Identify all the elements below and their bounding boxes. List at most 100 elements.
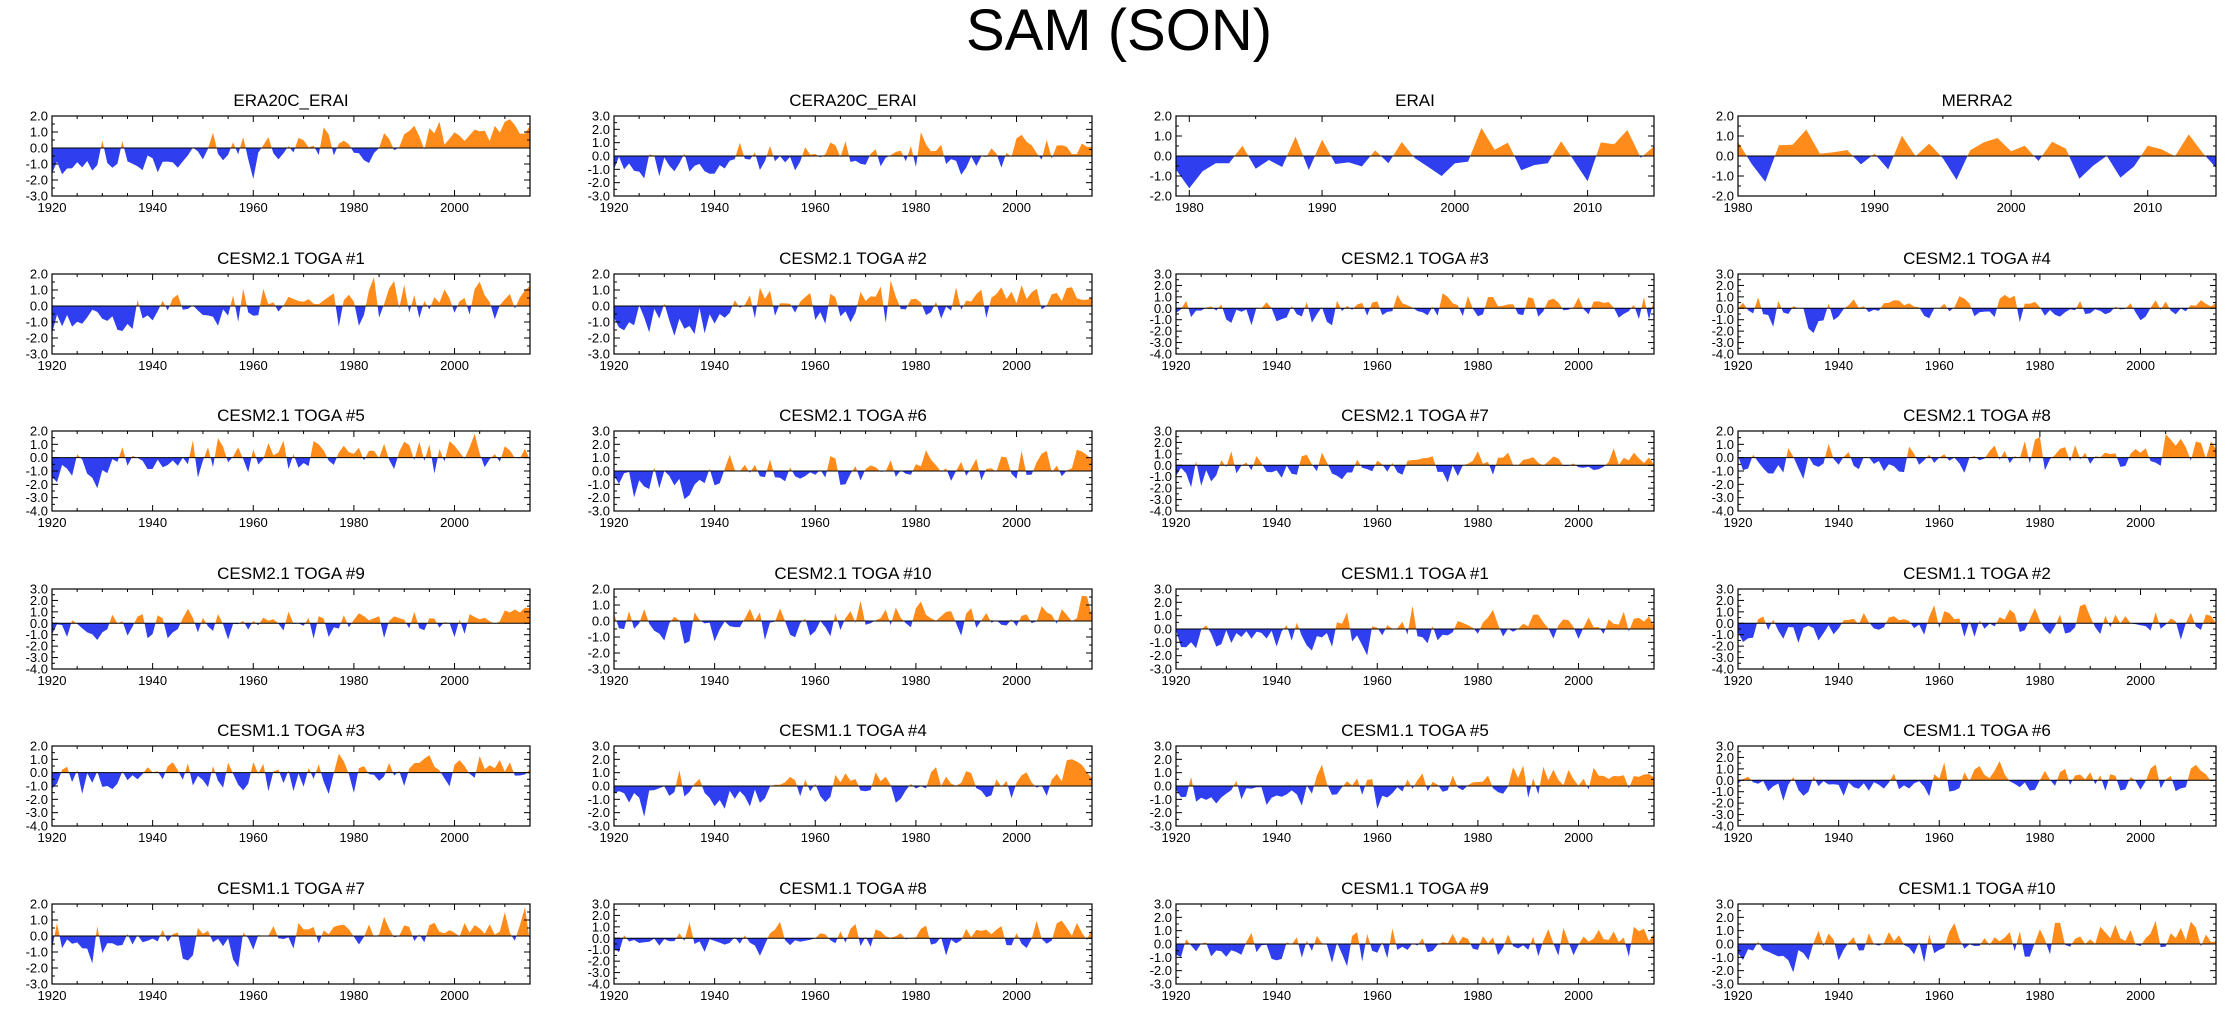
negative-area: [52, 457, 530, 489]
positive-area: [1738, 294, 2216, 309]
positive-area: [623, 920, 1092, 939]
negative-area: [1738, 308, 2189, 333]
x-tick-label: 1960: [801, 515, 830, 530]
y-tick-label: -2.0: [1712, 189, 1734, 204]
x-tick-label: 1960: [239, 515, 268, 530]
y-tick-label: -2.0: [26, 477, 48, 492]
y-tick-label: -2.0: [26, 173, 48, 188]
y-tick-label: 0.0: [30, 141, 48, 156]
chart-panel: CESM1.1 TOGA #7 2.0 1.0 0.0 -1.0 -2.0 -3.0 1920…: [0, 880, 531, 1030]
negative-area: [1738, 623, 2216, 643]
x-tick-label: 2000: [1002, 515, 1031, 530]
y-tick-label: -4.0: [26, 662, 48, 677]
x-tick-label: 1920: [600, 358, 629, 373]
x-tick-label: 1940: [700, 830, 729, 845]
y-tick-label: 1.0: [592, 765, 610, 780]
chart-panel: CESM1.1 TOGA #5 3.0 2.0 1.0 0.0 -1.0 -2.0 -3.0 1…: [1124, 722, 1655, 872]
x-tick-label: 1980: [1463, 988, 1492, 1003]
x-tick-label: 1980: [2025, 830, 2054, 845]
chart-panel: CESM1.1 TOGA #10 3.0 2.0 1.0 0.0 -1.0 -2.0 -3.0…: [1686, 880, 2217, 1030]
y-tick-label: -3.0: [26, 650, 48, 665]
y-tick-label: -1.0: [26, 464, 48, 479]
x-tick-label: 2000: [1002, 988, 1031, 1003]
x-tick-label: 2000: [1564, 988, 1593, 1003]
y-tick-label: 2.0: [1716, 593, 1734, 608]
chart-panel: CESM1.1 TOGA #3 2.0 1.0 0.0 -1.0 -2.0 -3.0 -4.0…: [0, 722, 531, 872]
chart-panel: CESM1.1 TOGA #4 3.0 2.0 1.0 0.0 -1.0 -2.0 -3.0 1…: [562, 722, 1093, 872]
x-tick-label: 1960: [239, 673, 268, 688]
y-tick-label: 1.0: [1716, 923, 1734, 938]
x-tick-label: 1940: [138, 830, 167, 845]
y-tick-label: 2.0: [1154, 752, 1172, 767]
panel-title: ERA20C_ERAI: [233, 91, 349, 110]
y-tick-label: 2.0: [1154, 278, 1172, 293]
y-tick-label: 3.0: [1154, 582, 1172, 597]
x-tick-label: 2000: [1564, 515, 1593, 530]
y-tick-label: 3.0: [1154, 424, 1172, 439]
negative-area: [1176, 308, 1652, 326]
y-tick-label: -1.0: [1150, 469, 1172, 484]
y-tick-label: -2.0: [588, 954, 610, 969]
panel-title: MERRA2: [1941, 91, 2013, 110]
panel-title: CESM1.1 TOGA #8: [779, 879, 927, 898]
plot-frame: [51, 430, 531, 512]
x-tick-label: 1920: [1162, 515, 1191, 530]
y-tick-label: -2.0: [1712, 324, 1734, 339]
x-tick-label: 1940: [138, 673, 167, 688]
y-tick-label: -3.0: [26, 977, 48, 992]
plot-frame: [51, 115, 531, 197]
chart-panel: CESM2.1 TOGA #9 3.0 2.0 1.0 0.0 -1.0 -2.0 -3.0-…: [0, 565, 531, 715]
x-tick-label: 2000: [1564, 673, 1593, 688]
y-tick-label: -2.0: [588, 805, 610, 820]
x-tick-label: 1940: [138, 988, 167, 1003]
y-tick-label: 2.0: [1716, 750, 1734, 765]
x-tick-label: 1980: [1463, 673, 1492, 688]
y-tick-label: -3.0: [588, 189, 610, 204]
y-tick-label: -1.0: [26, 157, 48, 172]
y-tick-label: -3.0: [1712, 807, 1734, 822]
panel-title: CESM1.1 TOGA #6: [1903, 721, 2051, 740]
x-tick-label: 1940: [1824, 988, 1853, 1003]
x-tick-label: 1940: [1824, 830, 1853, 845]
x-tick-label: 1920: [1724, 515, 1753, 530]
y-tick-label: -1.0: [1712, 627, 1734, 642]
x-tick-label: 1960: [801, 358, 830, 373]
y-tick-label: 2.0: [592, 908, 610, 923]
panel-title: CESM2.1 TOGA #10: [774, 564, 932, 583]
y-tick-label: -2.0: [588, 646, 610, 661]
x-tick-label: 1960: [239, 830, 268, 845]
x-tick-label: 1980: [901, 673, 930, 688]
x-tick-label: 1920: [38, 673, 67, 688]
y-tick-label: 1.0: [30, 437, 48, 452]
positive-area: [1738, 129, 2206, 156]
x-tick-label: 1920: [1724, 830, 1753, 845]
y-tick-label: 1.0: [30, 604, 48, 619]
x-tick-label: 1980: [901, 830, 930, 845]
negative-area: [52, 936, 530, 968]
x-tick-label: 1980: [339, 673, 368, 688]
x-tick-label: 2000: [1564, 358, 1593, 373]
y-tick-label: 2.0: [592, 437, 610, 452]
y-tick-label: 0.0: [30, 299, 48, 314]
chart-panel: CESM1.1 TOGA #1 3.0 2.0 1.0 0.0 -1.0 -2.0 -3.0 1…: [1124, 565, 1655, 715]
y-tick-label: -1.0: [1712, 950, 1734, 965]
y-tick-label: 1.0: [1716, 289, 1734, 304]
y-tick-label: -3.0: [588, 347, 610, 362]
x-tick-label: 1920: [38, 515, 67, 530]
y-tick-label: 1.0: [1154, 923, 1172, 938]
y-tick-label: 1.0: [592, 283, 610, 298]
x-tick-label: 1960: [1925, 515, 1954, 530]
x-tick-label: 1920: [1724, 673, 1753, 688]
positive-area: [136, 277, 530, 306]
x-tick-label: 1960: [1363, 830, 1392, 845]
plot-frame: [51, 903, 531, 985]
x-tick-label: 1940: [700, 358, 729, 373]
x-tick-label: 2000: [1002, 673, 1031, 688]
y-tick-label: 0.0: [1716, 301, 1734, 316]
